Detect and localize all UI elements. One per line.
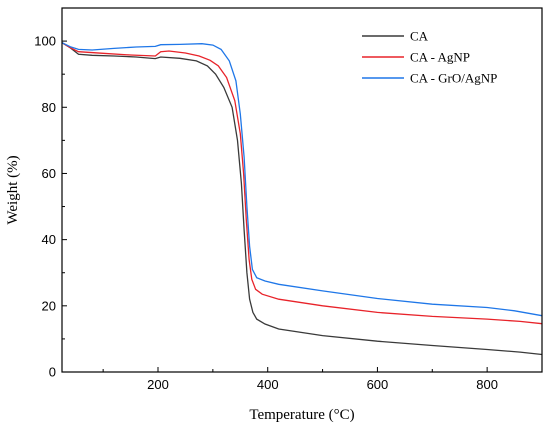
series-line-0 [61,42,543,356]
legend: CA CA - AgNP CA - GrO/AgNP [362,29,497,86]
x-tick-label-3: 800 [476,377,498,392]
y-tick-label-0: 0 [49,365,56,380]
plot-frame [61,7,543,373]
x-tick-label-2: 600 [367,377,389,392]
series-line-1 [61,42,543,325]
legend-label-0: CA [410,29,429,44]
x-tick-label-1: 400 [257,377,279,392]
tick-labels: 200 400 600 800 0 20 40 60 80 100 [34,34,498,392]
x-tick-label-0: 200 [147,377,169,392]
axis-ticks [62,40,488,373]
y-tick-label-1: 20 [42,298,56,313]
y-axis-title: Weight (%) [5,155,21,224]
legend-label-1: CA - AgNP [410,50,470,65]
series-lines [61,42,543,356]
x-axis-title: Temperature (°C) [249,407,354,423]
y-tick-label-5: 100 [34,34,56,49]
y-tick-label-4: 80 [42,100,56,115]
series-line-2 [61,42,543,317]
y-tick-label-3: 60 [42,166,56,181]
legend-label-2: CA - GrO/AgNP [410,71,497,86]
y-tick-label-2: 40 [42,232,56,247]
